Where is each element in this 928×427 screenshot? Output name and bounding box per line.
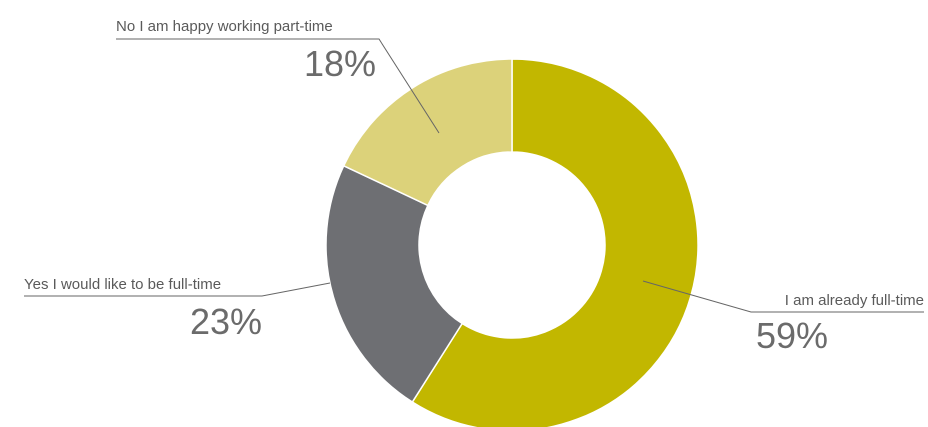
label-group-part-time: No I am happy working part-time 18% bbox=[116, 18, 440, 134]
slice-want-full-time bbox=[325, 164, 464, 404]
leader-line-part-time bbox=[116, 38, 440, 134]
value-label-part-time: 18% bbox=[304, 43, 376, 84]
category-label-want-full-time: Yes I would like to be full-time bbox=[24, 276, 221, 293]
category-label-full-time: I am already full-time bbox=[785, 292, 924, 309]
leader-line-want-full-time bbox=[24, 282, 331, 297]
value-label-full-time: 59% bbox=[756, 315, 828, 356]
leader-line-full-time bbox=[642, 280, 924, 313]
label-group-full-time: I am already full-time 59% bbox=[642, 280, 924, 356]
category-label-part-time: No I am happy working part-time bbox=[116, 18, 333, 35]
donut-slices bbox=[325, 58, 699, 427]
value-label-want-full-time: 23% bbox=[190, 301, 262, 342]
slice-part-time bbox=[342, 58, 513, 207]
label-group-want-full-time: Yes I would like to be full-time 23% bbox=[24, 276, 331, 342]
slice-full-time bbox=[411, 58, 699, 427]
